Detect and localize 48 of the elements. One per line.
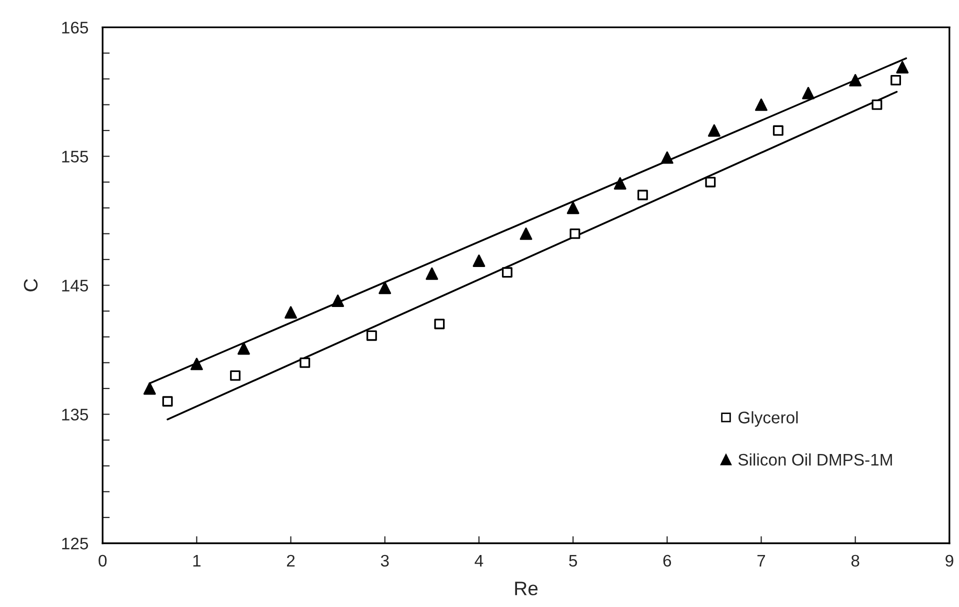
y-tick-label: 135 — [62, 408, 88, 420]
point — [570, 228, 580, 239]
x-tick-label: 8 — [851, 554, 860, 567]
point — [472, 254, 486, 267]
point — [896, 61, 909, 74]
x-tick-label: 5 — [569, 554, 577, 567]
x-tick-label: 4 — [474, 554, 484, 566]
x-tick-label: 9 — [946, 554, 954, 567]
point — [300, 357, 310, 368]
x-tick-label: 6 — [663, 554, 672, 567]
point — [872, 99, 882, 110]
point — [705, 176, 716, 188]
point — [434, 318, 445, 330]
point — [614, 177, 626, 190]
point — [284, 306, 298, 319]
point — [890, 74, 902, 86]
point — [637, 190, 648, 200]
y-tick-label: 145 — [62, 280, 88, 292]
legend-label: Silicon Oil DMPS-1M — [738, 453, 892, 466]
point — [566, 202, 580, 214]
y-axis-title: C — [24, 279, 38, 292]
point — [772, 125, 784, 136]
point — [366, 330, 377, 341]
point — [660, 151, 674, 164]
point — [708, 124, 720, 137]
x-axis-title: Re — [515, 582, 538, 596]
point — [143, 382, 156, 395]
x-tick-label: 2 — [286, 554, 295, 566]
point — [755, 98, 768, 111]
y-tick-label: 165 — [62, 22, 88, 34]
point — [426, 267, 438, 280]
point — [849, 74, 862, 86]
point — [332, 294, 344, 307]
y-tick-label: 155 — [62, 150, 88, 163]
point — [378, 282, 392, 294]
x-tick-label: 3 — [380, 554, 389, 567]
point — [802, 86, 814, 100]
point — [230, 370, 241, 381]
point — [162, 396, 173, 407]
x-tick-label: 0 — [98, 554, 107, 567]
y-tick-label: 125 — [62, 538, 88, 550]
point — [190, 358, 203, 370]
legend-label: Glycerol — [738, 411, 798, 427]
point — [238, 342, 250, 355]
x-tick-label: 7 — [757, 554, 766, 566]
point — [520, 227, 532, 240]
x-tick-label: 1 — [193, 554, 201, 566]
point — [502, 267, 512, 278]
